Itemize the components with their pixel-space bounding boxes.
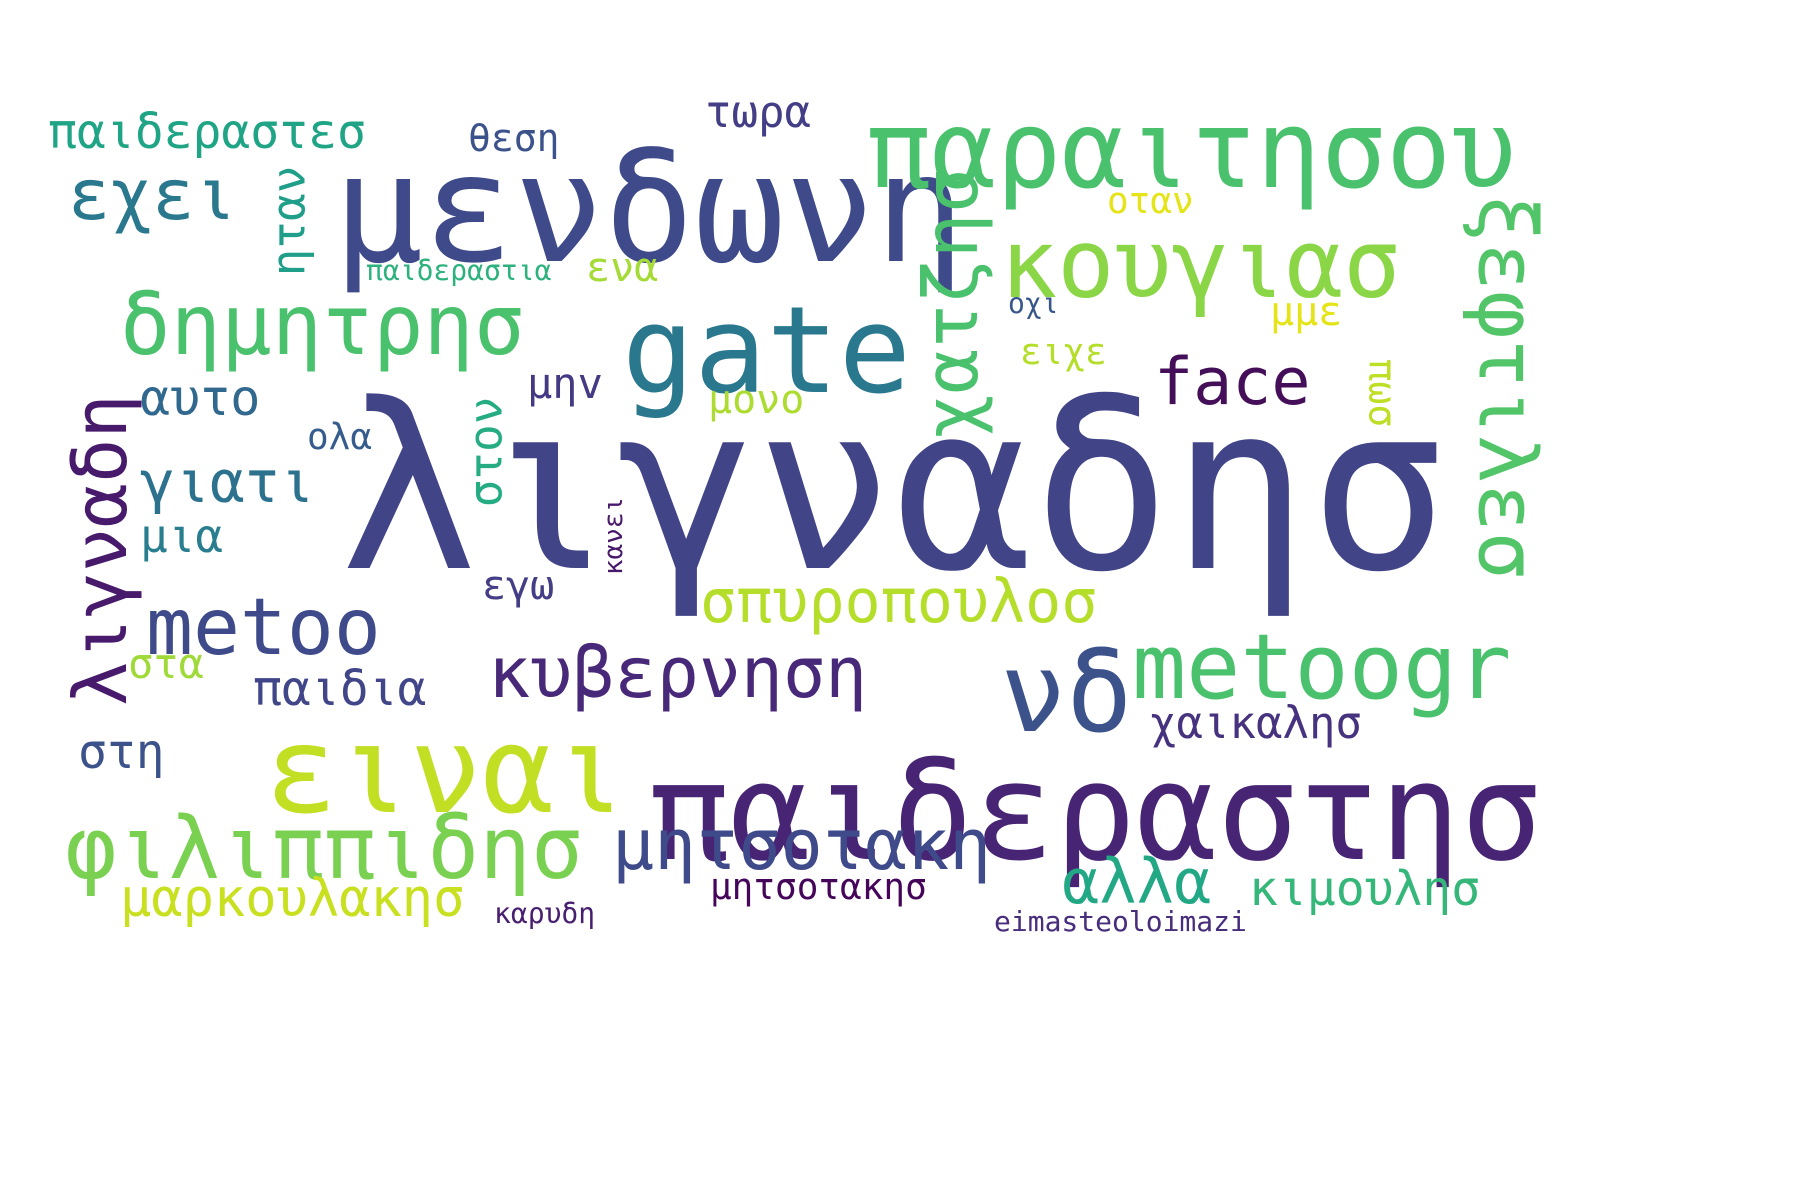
word: μαρκουλακησ bbox=[120, 869, 465, 929]
word: μητσοτακησ bbox=[710, 867, 927, 908]
word: χατζησ bbox=[906, 168, 995, 439]
word: φιλιππιδησ bbox=[65, 799, 583, 899]
word: εγω bbox=[482, 563, 555, 609]
word: παιδεραστεσ bbox=[48, 104, 366, 160]
word: χαικαλησ bbox=[1150, 698, 1362, 749]
word: μονο bbox=[708, 377, 805, 423]
word: εχει bbox=[68, 154, 237, 236]
word: παραιτησου bbox=[866, 88, 1517, 213]
word: γιατι bbox=[140, 448, 315, 516]
word: eimasteoloimazi bbox=[994, 905, 1247, 938]
word: τωρα bbox=[705, 87, 811, 138]
word: λιγναδη bbox=[57, 394, 144, 706]
word: σπυροπουλοσ bbox=[700, 567, 1098, 637]
word: νδ bbox=[1000, 629, 1133, 757]
word: ηταν bbox=[261, 165, 316, 277]
word: κουγιασ bbox=[1000, 210, 1401, 320]
word: metoogr bbox=[1132, 615, 1512, 720]
word: οχι bbox=[1008, 287, 1059, 320]
word: ολα bbox=[307, 417, 373, 458]
word: στα bbox=[128, 639, 204, 688]
word: κανει bbox=[599, 496, 630, 576]
word: μηv bbox=[527, 359, 603, 408]
word: στη bbox=[78, 724, 165, 780]
word: κιμουλησ bbox=[1249, 861, 1481, 917]
word: μενδωνη bbox=[333, 123, 966, 297]
word: στον bbox=[458, 396, 513, 508]
word: αλλα bbox=[1062, 845, 1212, 918]
word: λιγναδησ bbox=[340, 356, 1448, 623]
word: ενα bbox=[586, 245, 659, 291]
word: παιδια bbox=[253, 661, 427, 717]
word: gate bbox=[622, 282, 911, 421]
word: καρυδη bbox=[494, 897, 596, 930]
word: μμε bbox=[1270, 289, 1343, 335]
word: παιδεραστησ bbox=[648, 734, 1543, 891]
word: δημητρησ bbox=[120, 276, 525, 374]
word: ειχε bbox=[1020, 332, 1107, 373]
word: πωσ bbox=[1360, 358, 1405, 428]
word: ειναι bbox=[265, 702, 627, 841]
word: θεση bbox=[468, 116, 560, 160]
word: face bbox=[1154, 345, 1311, 420]
word: μια bbox=[140, 509, 224, 563]
word: μητσοτακη bbox=[612, 804, 992, 886]
word: παιδεραστια bbox=[366, 254, 552, 287]
word: αυτο bbox=[140, 369, 261, 427]
word: κυβερνηση bbox=[488, 632, 868, 714]
word: ξεφτιλεσ bbox=[1460, 194, 1554, 580]
word: metoo bbox=[146, 583, 381, 673]
word: οταν bbox=[1107, 181, 1194, 222]
